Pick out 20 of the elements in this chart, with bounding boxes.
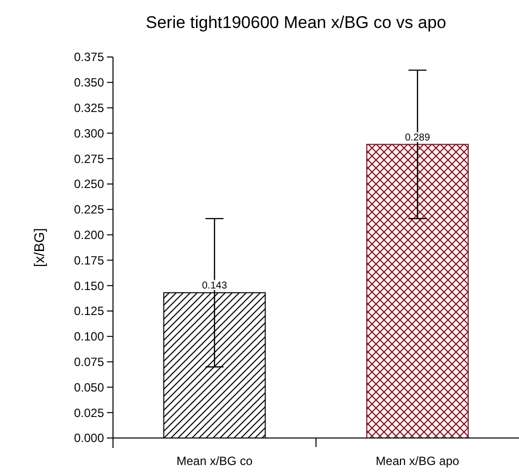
y-tick-label: 0.200 — [74, 228, 104, 242]
y-tick-label: 0.125 — [74, 304, 104, 318]
y-tick-label: 0.075 — [74, 355, 104, 369]
chart-title: Serie tight190600 Mean x/BG co vs apo — [146, 13, 446, 32]
y-tick-label: 0.025 — [74, 406, 104, 420]
y-tick-label: 0.175 — [74, 253, 104, 268]
y-tick-label: 0.050 — [74, 380, 104, 394]
y-tick-label: 0.300 — [74, 126, 104, 140]
x-tick-label: Mean x/BG apo — [376, 454, 460, 468]
y-tick-label: 0.325 — [74, 101, 104, 115]
y-tick-label: 0.100 — [74, 330, 104, 344]
y-tick-label: 0.250 — [74, 177, 104, 192]
y-tick-label: 0.375 — [74, 50, 104, 64]
y-tick-label: 0.275 — [74, 152, 104, 166]
y-tick-label: 0.150 — [74, 278, 104, 293]
x-tick-label: Mean x/BG co — [176, 454, 253, 468]
y-axis-title: [x/BG] — [31, 228, 47, 267]
y-tick-label: 0.000 — [74, 431, 104, 446]
y-tick-label: 0.350 — [74, 76, 104, 90]
y-tick-label: 0.225 — [74, 202, 104, 217]
